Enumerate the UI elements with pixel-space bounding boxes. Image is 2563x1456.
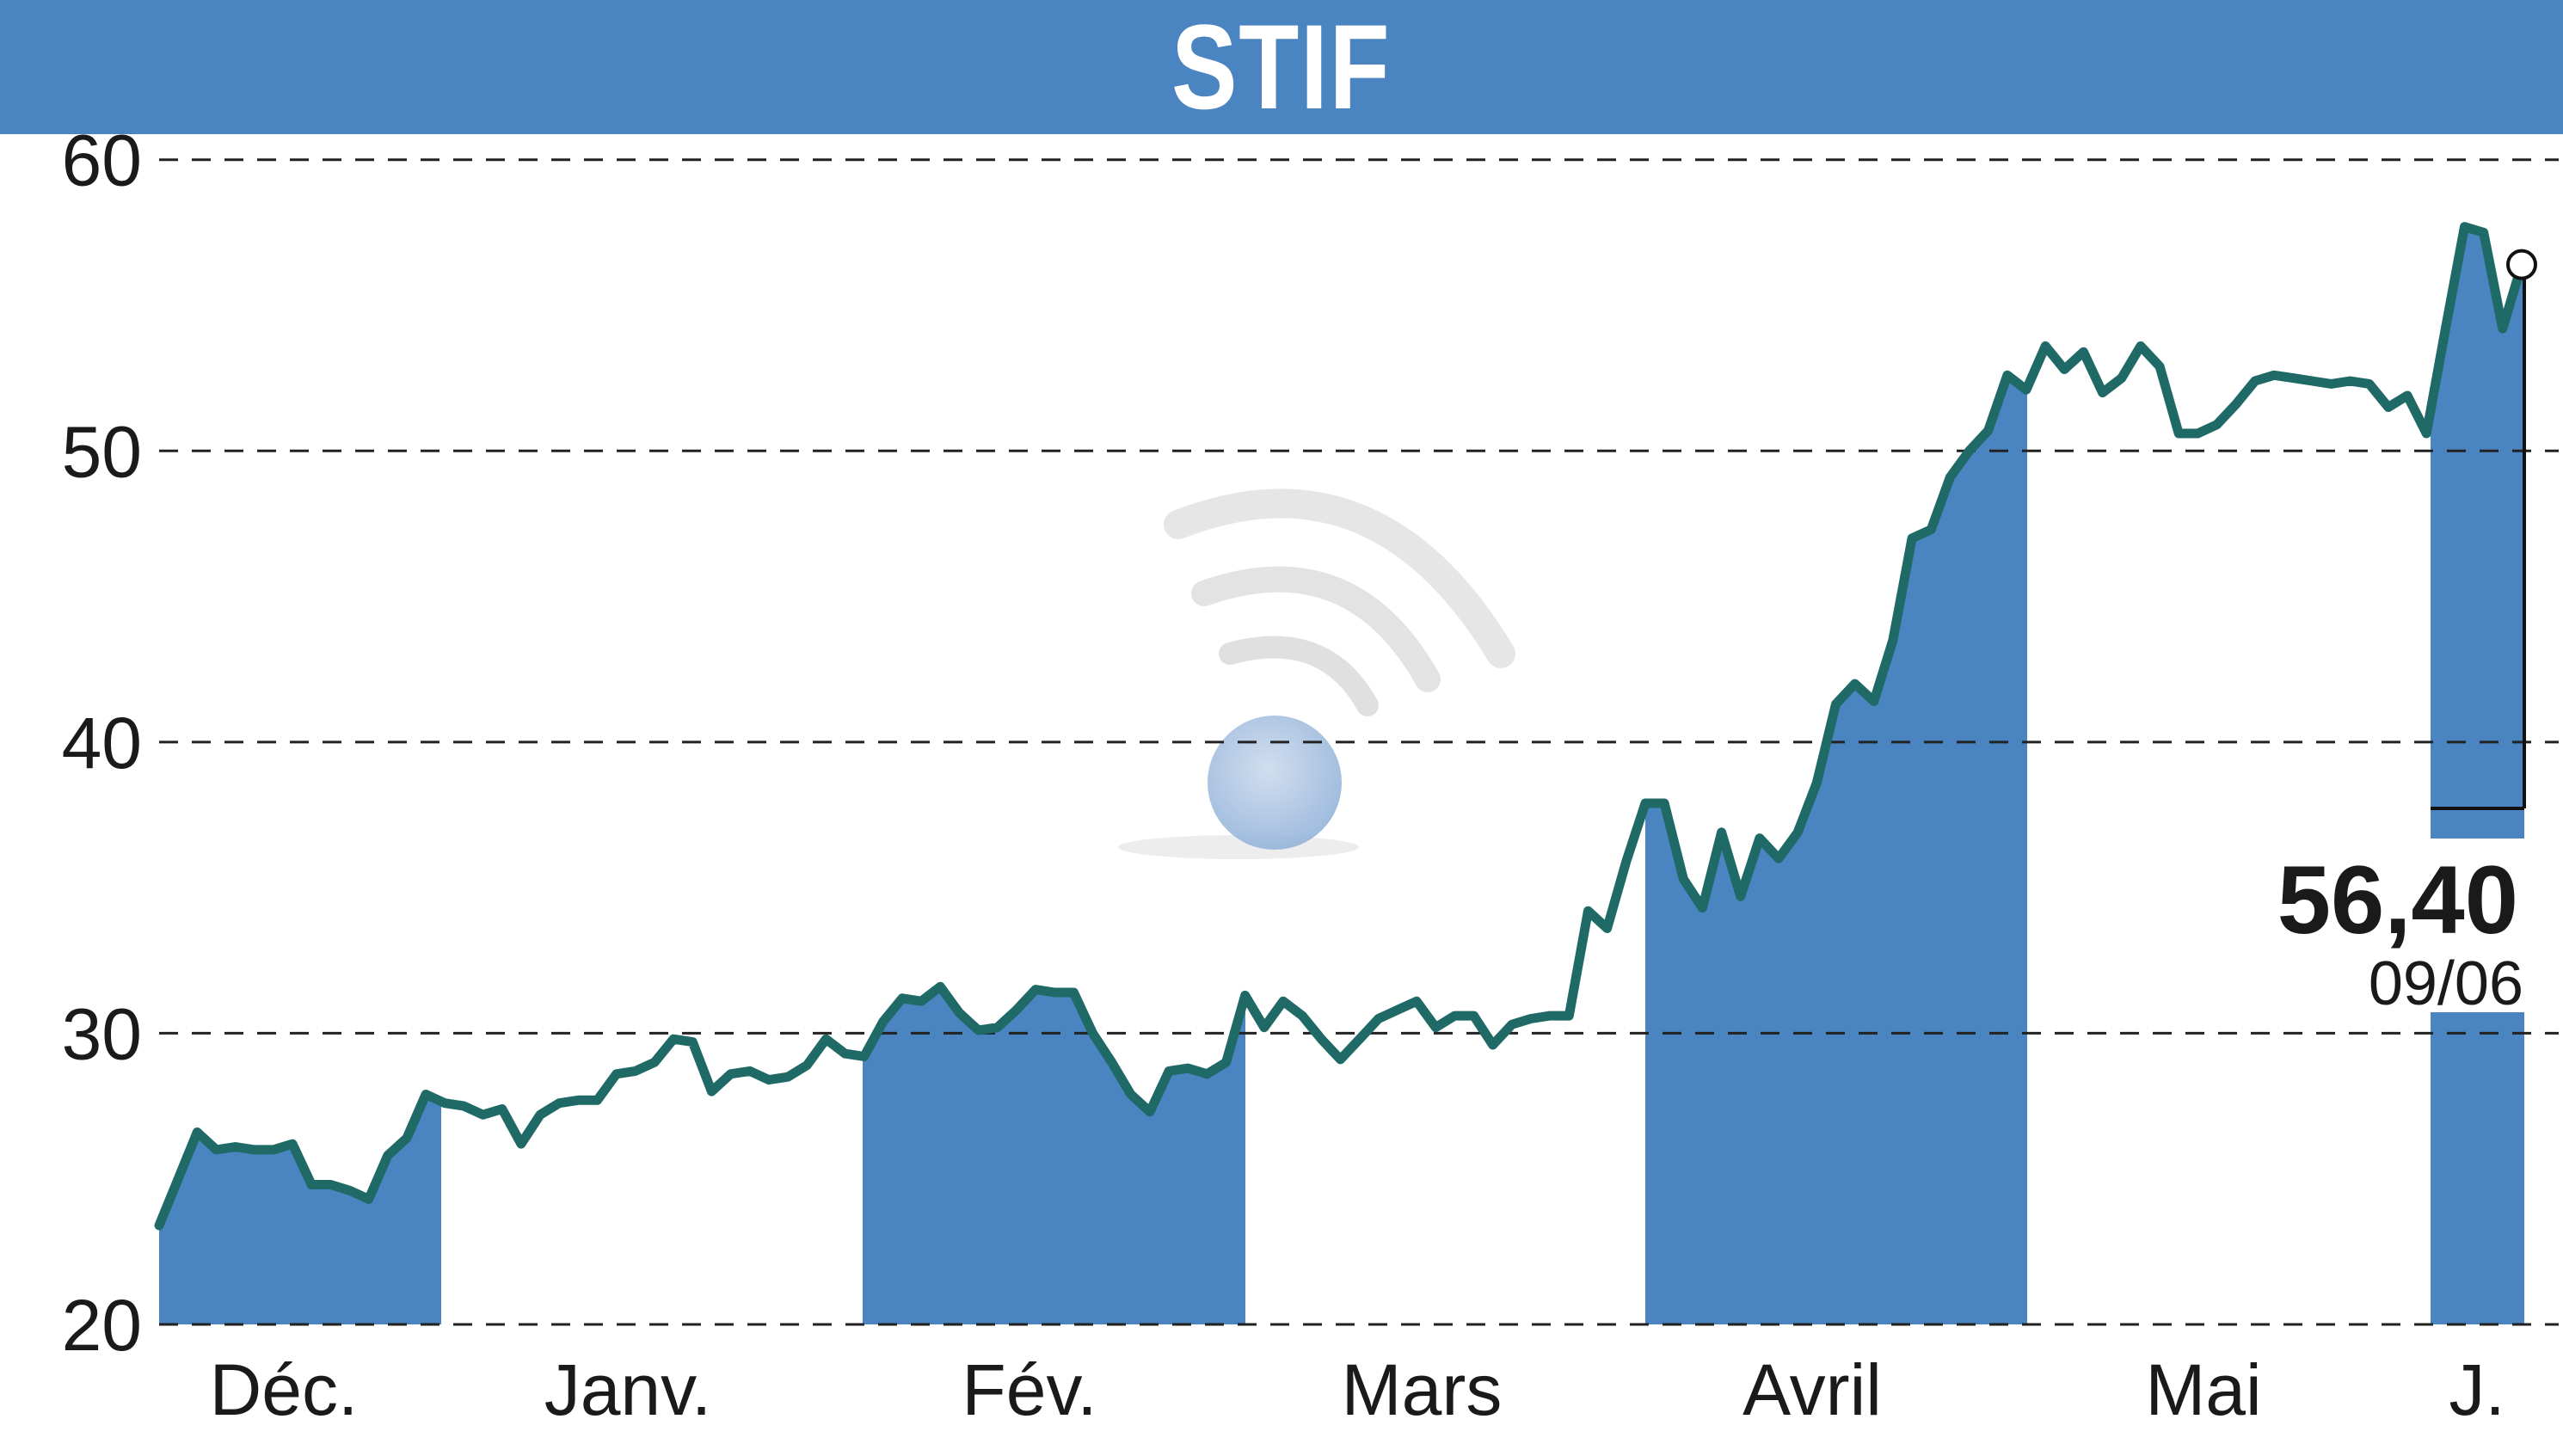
x-axis: Déc. Janv. Fév. Mars Avril Mai J. xyxy=(210,1349,2505,1430)
last-point-marker xyxy=(2506,249,2537,280)
month-shade-4 xyxy=(1645,375,2027,1324)
x-tick-label: Mai xyxy=(2145,1349,2261,1430)
x-tick-label: Avril xyxy=(1742,1349,1882,1430)
label-backdrop xyxy=(2431,839,2525,1012)
x-tick-label: J. xyxy=(2449,1349,2505,1430)
y-tick-label: 50 xyxy=(62,411,142,492)
month-shade-2 xyxy=(863,986,1245,1324)
price-line xyxy=(154,222,2527,1231)
month-shading xyxy=(159,226,2525,1325)
x-tick-label: Mars xyxy=(1342,1349,1503,1430)
last-value-label: 56,40 xyxy=(2277,846,2518,954)
last-date-label: 09/06 xyxy=(2369,949,2523,1018)
x-tick-label: Janv. xyxy=(544,1349,712,1430)
watermark-logo xyxy=(1118,488,1515,859)
y-tick-label: 30 xyxy=(62,993,142,1074)
chart-title: STIF xyxy=(1171,0,1392,134)
y-axis: 20 30 40 50 60 xyxy=(62,120,142,1366)
y-tick-label: 20 xyxy=(62,1285,142,1366)
y-tick-label: 60 xyxy=(62,120,142,201)
x-tick-label: Déc. xyxy=(210,1349,359,1430)
last-value-annotation: 56,40 09/06 xyxy=(2277,249,2537,1018)
month-shade-6 xyxy=(2431,226,2524,1325)
month-shade-0 xyxy=(159,1094,441,1324)
x-tick-label: Fév. xyxy=(962,1349,1097,1430)
y-tick-label: 40 xyxy=(62,703,142,783)
price-series xyxy=(154,222,2527,1231)
grid-lines xyxy=(159,158,2559,1326)
title-band: STIF xyxy=(0,0,2563,134)
